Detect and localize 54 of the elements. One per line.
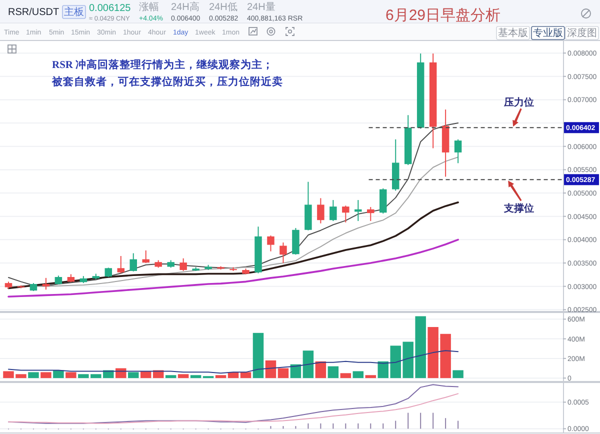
annotation: 支撑位 [503, 202, 534, 215]
text: 24H高 [171, 1, 200, 13]
text: 6月29日早盘分析 [385, 7, 501, 24]
annotation: 被套自救者，可在支撑位附近买，压力位附近卖 [51, 75, 283, 88]
bar [265, 360, 276, 378]
line-series [8, 393, 459, 424]
line-series [8, 238, 459, 298]
bar [315, 361, 326, 378]
bar [240, 372, 252, 378]
candlestick [180, 258, 187, 272]
bar [178, 374, 189, 378]
bar [165, 375, 176, 378]
candlestick [280, 242, 287, 264]
bar [365, 375, 376, 378]
bar [28, 372, 39, 378]
line-series [8, 201, 459, 290]
text: 主板 [64, 6, 84, 18]
bar [128, 372, 139, 378]
candlestick [330, 200, 337, 222]
candlestick [104, 267, 112, 278]
candlestick [367, 206, 374, 222]
text: 0.006125 [89, 3, 132, 14]
annotation: RSR 冲高回落整理行情为主，继续观察为主； [52, 58, 274, 71]
text: 24H量 [247, 2, 276, 13]
candlestick [454, 138, 462, 164]
bar [302, 350, 314, 378]
bar [252, 332, 264, 378]
bar [140, 371, 152, 378]
text: 24H低 [209, 2, 238, 13]
bar [190, 375, 202, 378]
bar [215, 375, 226, 378]
candlestick [117, 256, 124, 274]
bar [352, 371, 364, 378]
annotation: 压力位 [503, 96, 534, 109]
bar [66, 372, 76, 378]
text: 深度图 [567, 27, 597, 39]
candlestick [130, 252, 137, 272]
bar [328, 366, 339, 378]
candlestick [317, 198, 324, 224]
candlestick [342, 205, 350, 223]
text: RSR/USDT [8, 7, 60, 18]
candlestick [380, 188, 387, 214]
candlestick [42, 277, 50, 290]
candlestick [267, 234, 274, 252]
text: 涨幅 [139, 1, 159, 13]
bar [340, 373, 352, 378]
bar [53, 370, 64, 378]
bar [40, 372, 52, 378]
bar [452, 370, 464, 378]
text: 基本版 [498, 27, 528, 39]
text: 专业版 [533, 27, 563, 39]
line-series [8, 350, 459, 374]
candlestick [142, 250, 150, 264]
bar [278, 368, 289, 378]
